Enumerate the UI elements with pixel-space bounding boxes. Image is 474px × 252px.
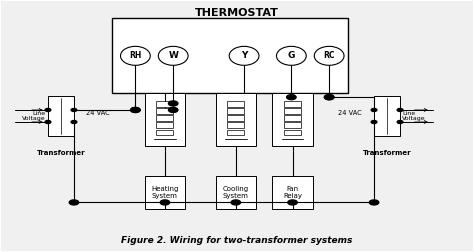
Ellipse shape	[229, 46, 259, 65]
Circle shape	[287, 95, 296, 100]
Circle shape	[69, 200, 79, 205]
Text: Fan
Relay: Fan Relay	[283, 186, 302, 199]
Bar	[374, 96, 400, 136]
Bar	[156, 122, 173, 128]
Circle shape	[231, 200, 240, 205]
Circle shape	[324, 95, 334, 100]
Circle shape	[324, 95, 334, 100]
Text: Transformer: Transformer	[36, 150, 85, 156]
Text: Transformer: Transformer	[363, 150, 411, 156]
Circle shape	[288, 200, 297, 205]
Text: THERMOSTAT: THERMOSTAT	[195, 8, 279, 18]
Circle shape	[369, 200, 379, 205]
Text: 24 VAC: 24 VAC	[86, 110, 109, 116]
Bar	[228, 102, 244, 107]
Circle shape	[160, 200, 170, 205]
Text: G: G	[288, 51, 295, 60]
Text: 24 VAC: 24 VAC	[338, 110, 362, 116]
Bar	[273, 93, 313, 146]
Text: Line
Voltage: Line Voltage	[402, 111, 426, 121]
Bar	[284, 102, 301, 107]
Bar	[216, 93, 256, 146]
Circle shape	[168, 101, 178, 106]
Circle shape	[371, 108, 377, 111]
Bar	[284, 130, 301, 135]
Ellipse shape	[276, 46, 306, 65]
Circle shape	[131, 107, 140, 112]
Bar	[216, 176, 256, 209]
Ellipse shape	[158, 46, 188, 65]
Text: W: W	[168, 51, 178, 60]
Bar	[156, 108, 173, 114]
Circle shape	[45, 120, 51, 123]
Circle shape	[71, 120, 77, 123]
Text: Figure 2. Wiring for two-transformer systems: Figure 2. Wiring for two-transformer sys…	[121, 236, 353, 245]
Text: Heating
System: Heating System	[151, 186, 179, 199]
Text: Cooling
System: Cooling System	[223, 186, 249, 199]
Circle shape	[131, 107, 140, 112]
Bar	[156, 115, 173, 121]
Bar	[228, 130, 244, 135]
Bar	[284, 108, 301, 114]
Text: RC: RC	[323, 51, 335, 60]
Bar	[156, 130, 173, 135]
Ellipse shape	[314, 46, 344, 65]
Circle shape	[45, 108, 51, 111]
Circle shape	[397, 120, 403, 123]
Circle shape	[371, 120, 377, 123]
Bar	[273, 176, 313, 209]
Bar	[228, 122, 244, 128]
Bar	[145, 93, 185, 146]
Bar	[284, 115, 301, 121]
Bar	[228, 115, 244, 121]
Text: RH: RH	[129, 51, 142, 60]
Circle shape	[71, 108, 77, 111]
Bar	[228, 108, 244, 114]
Ellipse shape	[120, 46, 150, 65]
Bar	[156, 102, 173, 107]
Bar	[112, 18, 348, 93]
Bar	[145, 176, 185, 209]
Text: Y: Y	[241, 51, 247, 60]
Circle shape	[397, 108, 403, 111]
Bar	[48, 96, 74, 136]
Text: Line
Voltage: Line Voltage	[22, 111, 46, 121]
Circle shape	[168, 107, 178, 112]
Bar	[284, 122, 301, 128]
